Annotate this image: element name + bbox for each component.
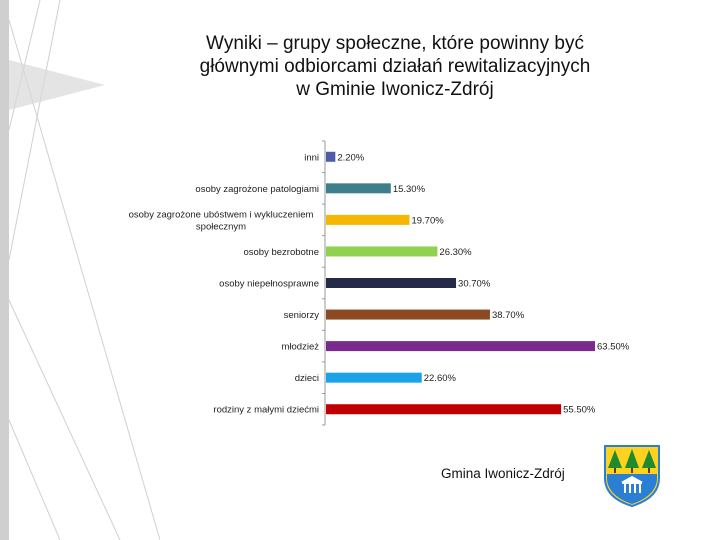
category-label: seniorzy bbox=[284, 310, 320, 321]
bar bbox=[326, 341, 595, 352]
data-label: 15.30% bbox=[393, 184, 426, 195]
chart-title: Wyniki – grupy społeczne, które powinny … bbox=[120, 32, 670, 101]
data-label: 2.20% bbox=[337, 152, 364, 163]
left-strip bbox=[0, 0, 9, 540]
data-label: 22.60% bbox=[424, 373, 457, 384]
category-label: osoby zagrożone patologiami bbox=[195, 184, 319, 195]
category-label: inni bbox=[304, 152, 319, 163]
category-label: osoby zagrożone ubóstwem i wykluczeniem s… bbox=[129, 209, 314, 232]
data-label: 30.70% bbox=[458, 279, 491, 290]
title-line-2: głównymi odbiorcami działań rewitalizacy… bbox=[199, 56, 591, 77]
bar bbox=[326, 309, 490, 320]
category-label: rodziny z małymi dziećmi bbox=[213, 405, 319, 416]
category-label: osoby niepełnosprawne bbox=[219, 279, 319, 290]
category-label: dzieci bbox=[295, 373, 319, 384]
decorative-lines bbox=[8, 0, 160, 540]
category-label: młodzież bbox=[282, 342, 320, 353]
bar bbox=[326, 151, 336, 162]
bar bbox=[326, 404, 562, 415]
bar bbox=[326, 278, 457, 288]
data-label: 55.50% bbox=[563, 405, 596, 416]
bar bbox=[326, 183, 391, 194]
data-label: 26.30% bbox=[439, 247, 472, 258]
bar bbox=[326, 246, 438, 257]
data-label: 19.70% bbox=[411, 215, 444, 226]
data-label: 38.70% bbox=[492, 310, 525, 321]
bar bbox=[326, 214, 410, 225]
coat-of-arms-icon bbox=[604, 445, 660, 508]
bar bbox=[326, 372, 422, 383]
title-line-1: Wyniki – grupy społeczne, które powinny … bbox=[206, 33, 584, 54]
title-line-3: w Gminie Iwonicz-Zdrój bbox=[296, 79, 494, 100]
footer-label: Gmina Iwonicz-Zdrój bbox=[441, 466, 565, 481]
data-label: 63.50% bbox=[597, 342, 630, 353]
category-label: osoby bezrobotne bbox=[243, 247, 319, 258]
